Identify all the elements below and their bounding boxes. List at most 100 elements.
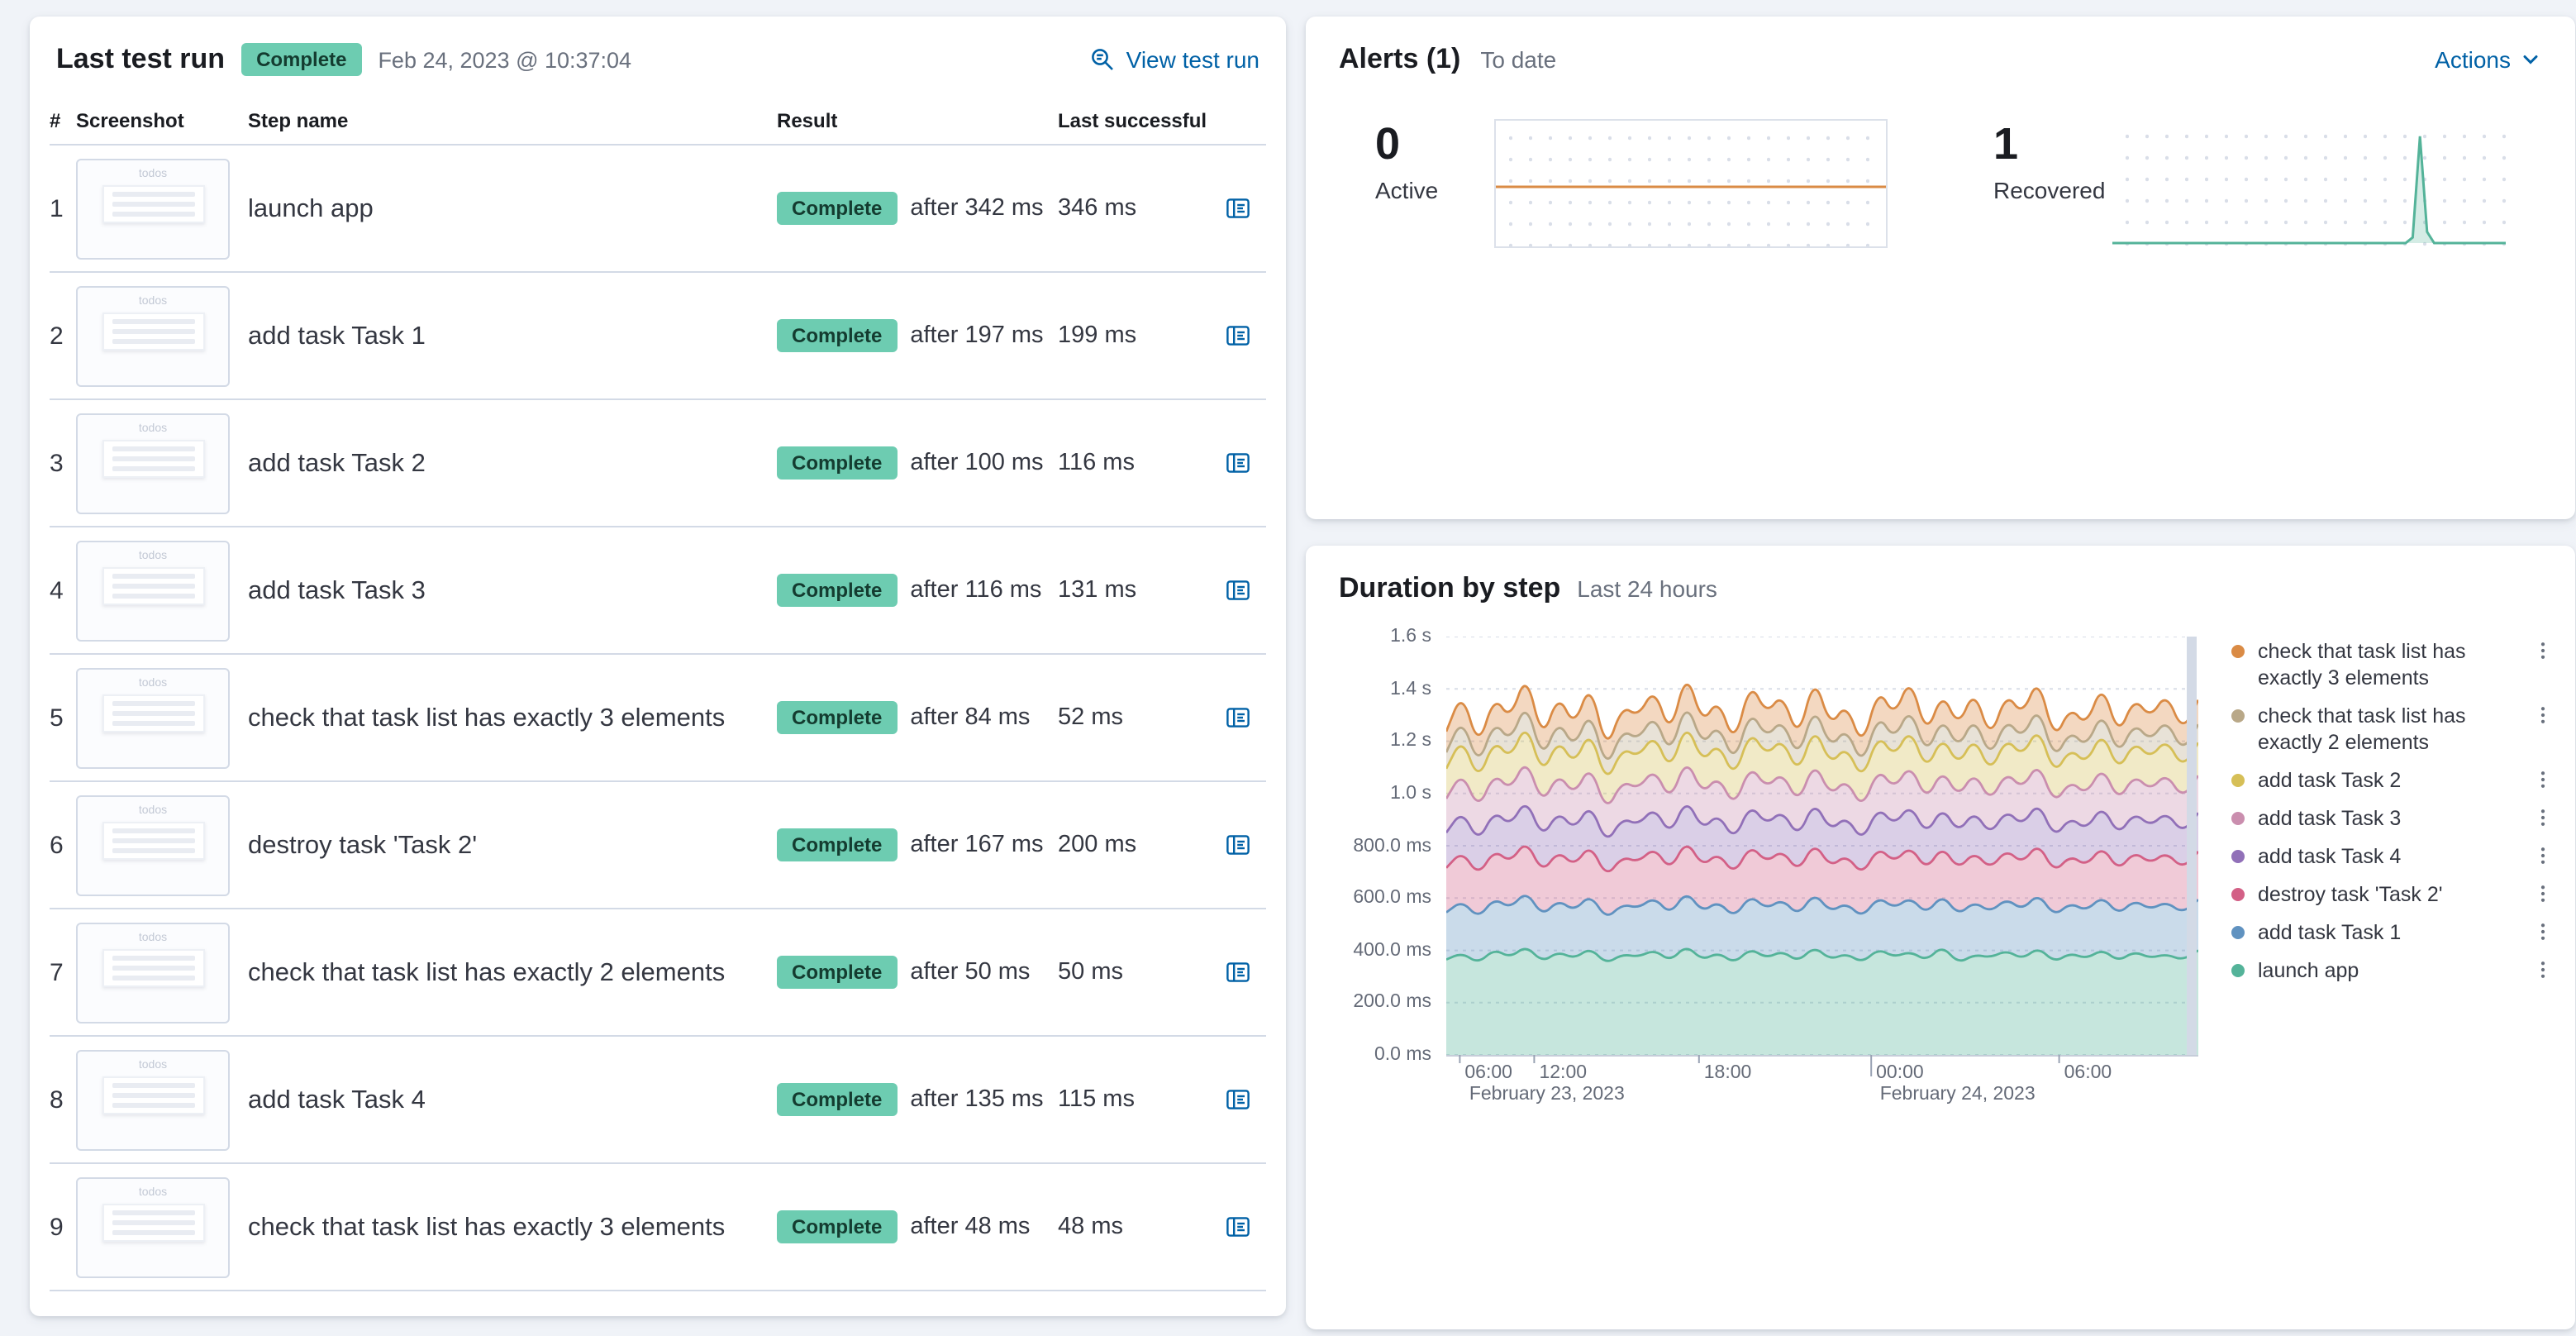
legend-color-dot (2231, 926, 2245, 939)
step-detail-button[interactable] (1221, 446, 1255, 480)
step-number: 1 (50, 194, 64, 222)
column-header-result: Result (777, 108, 838, 131)
kebab-menu-icon (2540, 809, 2545, 826)
step-screenshot-thumbnail[interactable]: todos (76, 667, 230, 768)
recovered-alerts-chart (2112, 119, 2506, 248)
legend-item[interactable]: add task Task 3 (2231, 805, 2555, 832)
table-row: 6 todos destroy task 'Task 2' Complete after… (50, 782, 1266, 909)
last-successful-value: 199 ms (1058, 322, 1137, 349)
step-result: Complete after 50 ms (777, 956, 1058, 989)
table-header: # Screenshot Step name Result Last succe… (50, 96, 1266, 146)
duration-by-step-panel: Duration by step Last 24 hours 1.6 s 1.4 … (1306, 546, 2575, 1329)
step-result: Complete after 100 ms (777, 446, 1058, 480)
recovered-alerts-stat: 1 Recovered (1993, 119, 2105, 203)
table-row: 1 todos launch app Complete after 342 ms 346 … (50, 146, 1266, 273)
run-status-badge: Complete (241, 43, 362, 76)
step-detail-button[interactable] (1221, 956, 1255, 989)
duration-chart (1445, 636, 2200, 1078)
step-duration: after 197 ms (910, 322, 1044, 349)
legend-options-button[interactable] (2531, 957, 2555, 982)
step-status-badge: Complete (777, 701, 898, 734)
legend-color-dot (2231, 850, 2245, 863)
legend-item[interactable]: add task Task 4 (2231, 843, 2555, 870)
step-detail-icon (1226, 198, 1250, 218)
legend-options-button[interactable] (2531, 767, 2555, 792)
actions-menu-button[interactable]: Actions (2435, 46, 2542, 73)
column-header-last-successful: Last successful (1058, 108, 1207, 131)
step-detail-button[interactable] (1221, 1210, 1255, 1243)
step-detail-button[interactable] (1221, 319, 1255, 352)
thumbnail-todos-label: todos (138, 168, 168, 179)
legend-color-dot (2231, 964, 2245, 977)
step-screenshot-thumbnail[interactable]: todos (76, 413, 230, 513)
legend-item[interactable]: add task Task 1 (2231, 919, 2555, 946)
step-screenshot-thumbnail[interactable]: todos (76, 158, 230, 259)
step-screenshot-thumbnail[interactable]: todos (76, 1176, 230, 1277)
step-result: Complete after 342 ms (777, 192, 1058, 225)
legend-item[interactable]: check that task list has exactly 3 eleme… (2231, 638, 2555, 691)
thumbnail-todos-label: todos (138, 932, 168, 943)
active-alerts-count: 0 (1375, 119, 1401, 169)
last-successful-value: 346 ms (1058, 195, 1137, 222)
step-screenshot-thumbnail[interactable]: todos (76, 1049, 230, 1150)
chevron-down-icon (2523, 55, 2538, 64)
thumbnail-todos-label: todos (138, 1186, 168, 1198)
legend-options-button[interactable] (2531, 843, 2555, 868)
legend-label: add task Task 1 (2258, 921, 2402, 944)
step-status-badge: Complete (777, 1083, 898, 1116)
step-name: add task Task 2 (248, 449, 426, 477)
step-screenshot-thumbnail[interactable]: todos (76, 540, 230, 641)
legend-item[interactable]: check that task list has exactly 2 eleme… (2231, 703, 2555, 756)
x-axis-label: 18:00 (1703, 1063, 1752, 1083)
step-detail-button[interactable] (1221, 192, 1255, 225)
step-status-badge: Complete (777, 574, 898, 607)
step-screenshot-thumbnail[interactable]: todos (76, 922, 230, 1023)
table-row: 2 todos add task Task 1 Complete after 197 m… (50, 273, 1266, 400)
step-detail-icon (1226, 453, 1250, 473)
legend-item[interactable]: destroy task 'Task 2' (2231, 881, 2555, 908)
thumbnail-content (102, 948, 204, 986)
legend-options-button[interactable] (2531, 881, 2555, 906)
step-screenshot-thumbnail[interactable]: todos (76, 285, 230, 386)
step-name: destroy task 'Task 2' (248, 831, 478, 859)
step-screenshot-thumbnail[interactable]: todos (76, 794, 230, 895)
step-name: check that task list has exactly 3 eleme… (248, 1213, 726, 1241)
alerts-stats: 0 Active 1 Recovered (1339, 119, 2542, 248)
x-axis-label: 00:00 (1876, 1063, 1924, 1083)
thumbnail-todos-label: todos (138, 422, 168, 434)
legend-label: destroy task 'Task 2' (2258, 883, 2443, 906)
y-axis-label: 200.0 ms (1353, 992, 1431, 1013)
legend-color-dot (2231, 888, 2245, 901)
thumbnail-content (102, 1076, 204, 1114)
legend-options-button[interactable] (2531, 638, 2555, 663)
step-detail-button[interactable] (1221, 1083, 1255, 1116)
thumbnail-todos-label: todos (138, 1059, 168, 1071)
step-status-badge: Complete (777, 192, 898, 225)
step-duration: after 116 ms (910, 577, 1042, 604)
legend-options-button[interactable] (2531, 805, 2555, 830)
step-detail-button[interactable] (1221, 828, 1255, 861)
step-detail-button[interactable] (1221, 574, 1255, 607)
x-axis-date-label: February 23, 2023 (1469, 1085, 1625, 1105)
alerts-subtitle: To date (1480, 46, 1557, 73)
legend-options-button[interactable] (2531, 919, 2555, 944)
legend-item[interactable]: launch app (2231, 957, 2555, 984)
legend-label: launch app (2258, 959, 2359, 982)
step-number: 3 (50, 449, 64, 477)
kebab-menu-icon (2540, 771, 2545, 788)
active-alerts-stat: 0 Active (1375, 119, 1478, 203)
last-successful-value: 48 ms (1058, 1214, 1123, 1240)
legend-item[interactable]: add task Task 2 (2231, 767, 2555, 794)
duration-subtitle: Last 24 hours (1577, 575, 1717, 602)
thumbnail-todos-label: todos (138, 804, 168, 816)
step-detail-button[interactable] (1221, 701, 1255, 734)
last-successful-value: 52 ms (1058, 704, 1123, 731)
view-test-run-link[interactable]: View test run (1090, 46, 1259, 73)
step-result: Complete after 197 ms (777, 319, 1058, 352)
step-duration: after 50 ms (910, 959, 1031, 985)
step-detail-icon (1226, 326, 1250, 346)
view-test-run-label: View test run (1126, 46, 1259, 73)
duration-y-axis: 1.6 s 1.4 s 1.2 s 1.0 s 800.0 ms 600.0 ms 400.… (1306, 627, 1431, 1065)
legend-options-button[interactable] (2531, 703, 2555, 728)
